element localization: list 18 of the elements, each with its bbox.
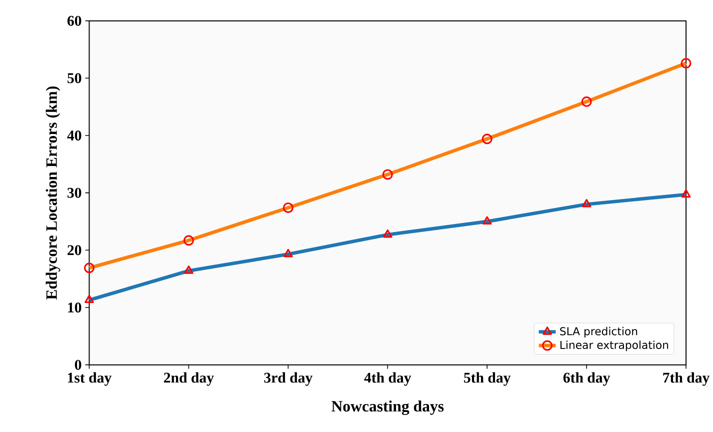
y-tick-label: 0 bbox=[74, 360, 82, 370]
x-tick-label: 2nd day bbox=[164, 372, 214, 386]
x-tick-label: 3rd day bbox=[264, 372, 312, 386]
legend-label: Linear extrapolation bbox=[560, 340, 668, 352]
y-axis-title: Eddycore Location Errors (km) bbox=[46, 86, 60, 300]
x-tick-label: 4th day bbox=[364, 372, 412, 386]
x-tick-label: 1st day bbox=[68, 372, 112, 386]
y-tick-label: 50 bbox=[68, 73, 82, 84]
x-tick-label: 5th day bbox=[464, 372, 511, 386]
x-axis-title: Nowcasting days bbox=[332, 400, 444, 415]
y-tick-label: 60 bbox=[67, 16, 82, 26]
y-tick-label: 40 bbox=[67, 130, 82, 140]
y-tick-label: 30 bbox=[68, 188, 82, 198]
x-tick-label: 7th day bbox=[663, 372, 710, 386]
y-tick-label: 10 bbox=[68, 302, 82, 312]
legend-label: SLA prediction bbox=[560, 326, 638, 338]
y-tick-label: 20 bbox=[68, 245, 82, 256]
x-tick-label: 6th day bbox=[563, 372, 610, 386]
